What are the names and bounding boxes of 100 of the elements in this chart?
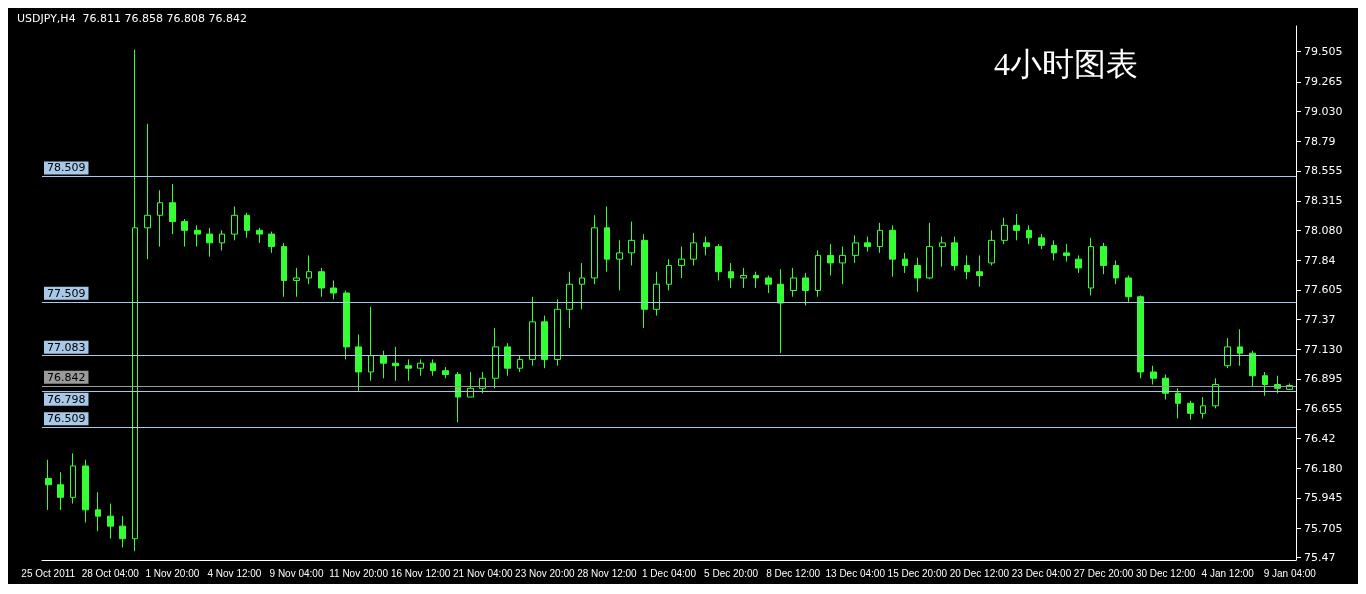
x-tick-label: 23 Dec 04:00 <box>1011 567 1072 579</box>
candlestick <box>430 358 436 377</box>
candlestick <box>815 249 821 298</box>
candlestick <box>244 212 250 239</box>
candlestick <box>1175 387 1181 419</box>
candlestick <box>902 252 908 274</box>
candlestick <box>678 246 685 279</box>
candlestick <box>194 224 201 248</box>
x-tick-label: 21 Nov 04:00 <box>453 567 513 579</box>
candlestick <box>1100 242 1107 275</box>
candlestick <box>144 123 151 260</box>
candlestick <box>1224 337 1231 369</box>
x-tick-label: 9 Nov 04:00 <box>269 567 324 579</box>
candlestick <box>417 358 424 377</box>
candlestick <box>1187 400 1194 421</box>
candlestick <box>107 503 114 540</box>
chart-title: USDJPY,H4 76.811 76.858 76.808 76.842 <box>17 12 248 25</box>
candlestick <box>641 233 648 329</box>
candlestick <box>169 183 176 235</box>
candlestick <box>765 274 772 294</box>
candlestick <box>268 231 275 254</box>
candlestick <box>839 246 846 285</box>
y-tick-label: 76.655 <box>1304 402 1343 416</box>
y-tick-label: 75.705 <box>1304 521 1343 535</box>
y-tick-label: 75.47 <box>1304 550 1336 564</box>
candlestick <box>939 236 946 268</box>
candlestick <box>132 49 138 552</box>
candlestick <box>753 271 759 289</box>
x-tick-label: 30 Dec 12:00 <box>1135 567 1196 579</box>
candlestick <box>1001 217 1008 245</box>
y-tick-label: 77.37 <box>1304 312 1336 326</box>
candlestick <box>1237 328 1243 367</box>
candlestick <box>591 214 598 285</box>
candlestick <box>777 268 784 354</box>
candlestick <box>554 298 561 367</box>
ref-line-label: 76.798 <box>47 392 86 406</box>
x-tick-label: 28 Nov 12:00 <box>577 567 638 579</box>
candlestick <box>1013 213 1020 241</box>
candlestick <box>293 267 300 298</box>
y-tick-label: 78.555 <box>1304 164 1343 178</box>
ref-line-label: 77.083 <box>47 340 86 354</box>
candlestick <box>157 189 163 248</box>
candlestick <box>368 306 374 382</box>
candlestick <box>690 232 697 266</box>
x-tick-label: 28 Oct 04:00 <box>81 567 140 579</box>
candlestick <box>119 515 126 548</box>
candlestick <box>206 227 213 258</box>
candlestick <box>405 358 412 382</box>
candlestick <box>492 327 499 389</box>
candlestick <box>827 243 834 276</box>
candlestick <box>852 234 859 264</box>
candlestick <box>616 239 623 291</box>
candlestick <box>529 296 536 367</box>
candlestick <box>566 271 573 329</box>
candlestick <box>790 267 797 298</box>
candlestick <box>1075 254 1082 274</box>
candlestick <box>579 262 585 310</box>
candlestick <box>1051 239 1057 261</box>
y-tick-label: 78.080 <box>1304 223 1343 237</box>
y-tick-label: 76.42 <box>1304 431 1336 445</box>
x-tick-label: 16 Nov 12:00 <box>390 567 451 579</box>
candlestick <box>715 243 722 281</box>
candlestick <box>1249 350 1256 388</box>
x-tick-label: 5 Dec 20:00 <box>704 567 759 579</box>
candlestick <box>802 272 809 307</box>
candlestick <box>1038 233 1045 250</box>
candlestick <box>392 346 399 382</box>
y-tick-label: 77.605 <box>1304 283 1343 297</box>
candlestick <box>703 236 710 256</box>
y-tick-label: 79.505 <box>1304 45 1343 59</box>
candlestick <box>1113 259 1119 285</box>
candlestick <box>95 491 101 532</box>
x-tick-label: 27 Dec 20:00 <box>1073 567 1134 579</box>
x-tick-label: 20 Dec 12:00 <box>949 567 1010 579</box>
candlestick <box>1137 295 1144 379</box>
candlestick <box>45 459 52 511</box>
x-tick-label: 13 Dec 04:00 <box>825 567 886 579</box>
ref-line-label: 76.509 <box>47 412 86 426</box>
x-tick-label: 15 Dec 20:00 <box>887 567 948 579</box>
y-tick-label: 76.180 <box>1304 461 1343 475</box>
y-tick-label: 77.130 <box>1304 342 1343 356</box>
x-tick-label: 8 Dec 12:00 <box>766 567 821 579</box>
candlestick <box>504 342 511 377</box>
candlestick <box>1063 243 1070 263</box>
x-tick-label: 11 Nov 20:00 <box>329 567 389 579</box>
candlestick <box>1262 371 1268 397</box>
candlestick <box>653 271 660 317</box>
candlestick <box>281 242 287 298</box>
y-tick-label: 77.84 <box>1304 253 1336 267</box>
candlestick <box>604 206 610 273</box>
candlestick <box>864 236 871 253</box>
candlestick <box>455 371 461 423</box>
candlestick <box>976 254 983 288</box>
x-tick-label: 9 Jan 04:00 <box>1263 567 1317 579</box>
candlestick <box>666 258 672 291</box>
annotation: 4小时图表 <box>994 46 1138 82</box>
candlestick <box>380 350 387 379</box>
candlestick <box>1212 377 1219 409</box>
candlestick <box>442 366 449 379</box>
candlestick <box>1026 224 1032 245</box>
